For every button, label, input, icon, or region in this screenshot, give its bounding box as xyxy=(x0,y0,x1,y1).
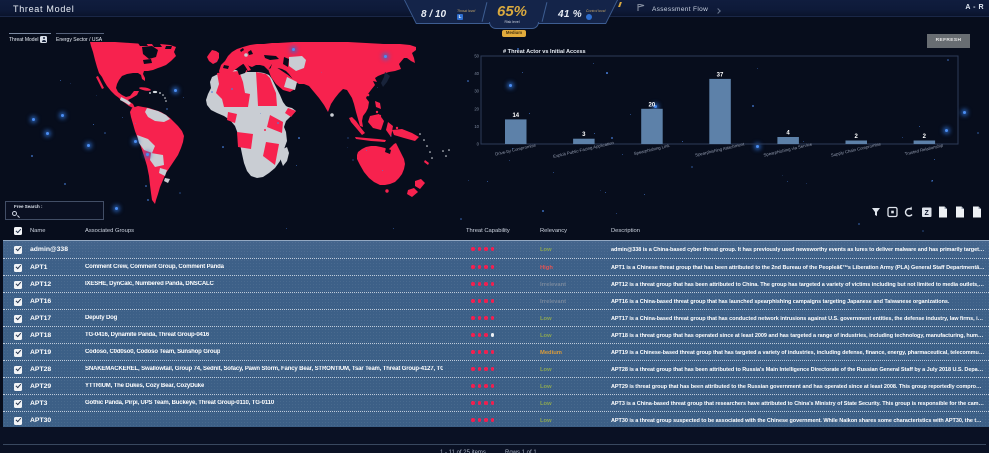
svg-text:20: 20 xyxy=(474,106,479,111)
svg-text:14: 14 xyxy=(512,113,519,119)
svg-text:# Threat Actor vs Initial Acce: # Threat Actor vs Initial Access xyxy=(503,49,586,55)
svg-text:10: 10 xyxy=(474,124,479,129)
svg-text:37: 37 xyxy=(717,72,724,78)
svg-text:50: 50 xyxy=(474,54,479,59)
svg-text:0: 0 xyxy=(477,142,480,147)
svg-text:30: 30 xyxy=(474,89,479,94)
svg-text:2: 2 xyxy=(923,134,927,140)
svg-text:20: 20 xyxy=(649,102,656,108)
svg-text:40: 40 xyxy=(474,71,479,76)
svg-text:Z: Z xyxy=(925,210,930,217)
svg-text:Spearphishing Link: Spearphishing Link xyxy=(633,143,671,156)
svg-text:Trusted Relationship: Trusted Relationship xyxy=(904,143,944,157)
svg-text:3: 3 xyxy=(582,132,586,138)
svg-text:2: 2 xyxy=(855,134,859,140)
svg-text:4: 4 xyxy=(786,131,790,137)
